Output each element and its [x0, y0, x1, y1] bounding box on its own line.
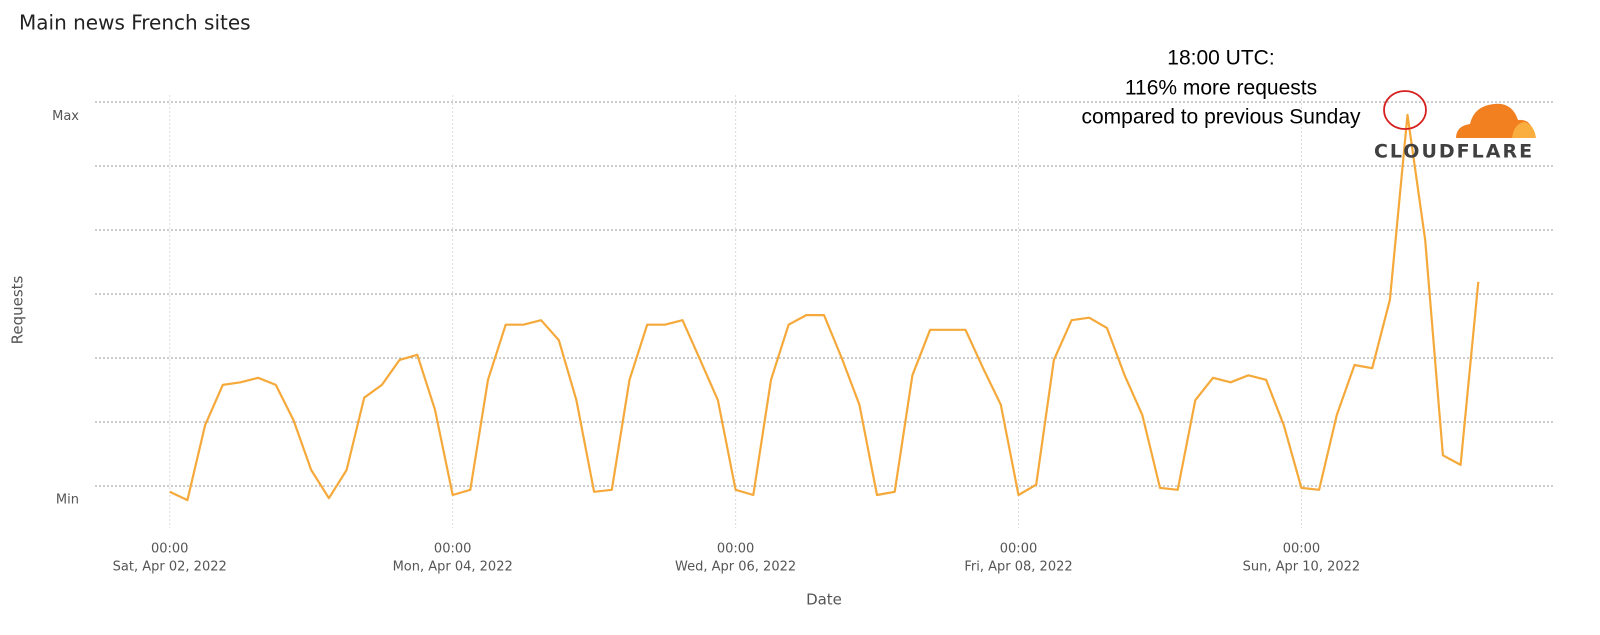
y-tick-label: Min: [56, 493, 79, 508]
logo: CLOUDFLARE: [1374, 103, 1536, 163]
x-tick-label: 00:00: [1283, 542, 1320, 557]
y-axis-label: Requests: [9, 275, 27, 344]
x-tick-label: 00:00: [717, 542, 754, 557]
logo-text: CLOUDFLARE: [1374, 141, 1534, 163]
annotation-line: compared to previous Sunday: [1082, 106, 1361, 129]
annotation-line: 116% more requests: [1125, 77, 1317, 100]
logo-cloud: [1512, 122, 1536, 138]
x-tick-label: Wed, Apr 06, 2022: [675, 560, 796, 575]
x-tick-label: 00:00: [434, 542, 471, 557]
x-tick-label: 00:00: [151, 542, 188, 557]
x-tick-label: Mon, Apr 04, 2022: [393, 560, 513, 575]
x-tick-label: Fri, Apr 08, 2022: [964, 560, 1072, 575]
highlight-circle: [1383, 90, 1427, 130]
x-tick-label: Sat, Apr 02, 2022: [113, 560, 227, 575]
x-tick-label: Sun, Apr 10, 2022: [1243, 560, 1361, 575]
x-axis-label: Date: [806, 591, 842, 609]
chart-title: Main news French sites: [19, 11, 251, 35]
y-tick-label: Max: [52, 109, 79, 124]
x-tick-label: 00:00: [1000, 542, 1037, 557]
annotation: 18:00 UTC: 116% more requests compared t…: [1082, 47, 1361, 129]
data-line: [169, 113, 1480, 502]
annotation-line: 18:00 UTC:: [1167, 47, 1274, 70]
